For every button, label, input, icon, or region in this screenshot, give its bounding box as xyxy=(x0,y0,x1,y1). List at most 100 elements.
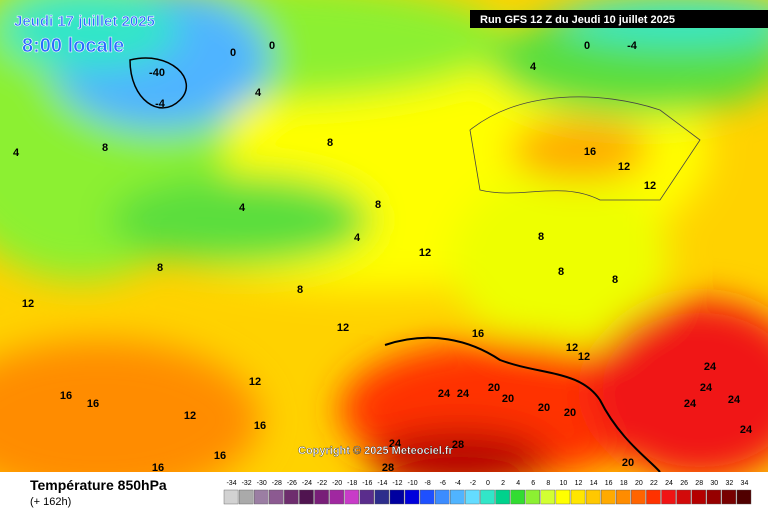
scale-swatch xyxy=(238,489,254,505)
scale-swatch xyxy=(419,489,435,505)
contour-label: 12 xyxy=(22,298,34,310)
contour-label: 24 xyxy=(684,398,697,410)
contour-label: 16 xyxy=(254,420,266,432)
scale-label: 4 xyxy=(516,480,520,487)
scale-label: -20 xyxy=(332,480,342,487)
scale-label: 22 xyxy=(650,480,658,487)
contour-label: 20 xyxy=(564,407,576,419)
contour-label: 8 xyxy=(327,137,333,149)
footer-subtitle: (+ 162h) xyxy=(30,496,71,508)
scale-swatch xyxy=(253,489,269,505)
scale-label: -18 xyxy=(347,480,357,487)
scale-label: -32 xyxy=(242,480,252,487)
scale-swatch xyxy=(616,489,631,505)
scale-label: -14 xyxy=(377,480,387,487)
scale-label: 26 xyxy=(680,480,688,487)
scale-swatch xyxy=(555,489,571,505)
scale-label: -24 xyxy=(302,480,312,487)
contour-label: 4 xyxy=(354,232,361,244)
scale-swatch xyxy=(450,489,465,505)
scale-label: 34 xyxy=(741,480,749,487)
contour-label: -4 xyxy=(627,40,638,52)
contour-label: 20 xyxy=(488,382,500,394)
scale-swatch xyxy=(389,489,405,505)
scale-swatch xyxy=(465,489,480,505)
scale-swatch xyxy=(404,489,420,505)
scale-label: -10 xyxy=(408,480,418,487)
contour-label: 12 xyxy=(419,247,431,259)
scale-label: -12 xyxy=(392,480,402,487)
scale-label: -16 xyxy=(362,480,372,487)
contour-label: 24 xyxy=(728,394,741,406)
contour-label: 16 xyxy=(60,390,72,402)
scale-label: 18 xyxy=(620,480,628,487)
contour-label: 4 xyxy=(530,61,537,73)
contour-label: 0 xyxy=(230,47,236,59)
scale-swatch xyxy=(374,489,390,505)
scale-label: -6 xyxy=(440,480,446,487)
contour-label: 4 xyxy=(255,87,262,99)
forecast-date: Jeudi 17 juillet 2025 xyxy=(14,13,155,30)
scale-label: 16 xyxy=(605,480,613,487)
scale-label: -34 xyxy=(226,480,236,487)
contour-label: 28 xyxy=(452,439,464,451)
scale-swatch xyxy=(631,489,646,505)
scale-swatch xyxy=(480,489,495,505)
contour-label: 20 xyxy=(502,393,514,405)
scale-swatch xyxy=(600,489,616,505)
contour-label: 20 xyxy=(622,457,634,469)
scale-swatch xyxy=(314,489,329,505)
scale-label: 6 xyxy=(531,480,535,487)
scale-swatch xyxy=(359,489,375,505)
contour-label: 28 xyxy=(382,462,394,474)
contour-label: 12 xyxy=(644,180,656,192)
contour-label: 12 xyxy=(184,410,196,422)
scale-swatch xyxy=(736,489,752,505)
contour-label: -40 xyxy=(149,67,165,79)
run-info: Run GFS 12 Z du Jeudi 10 juillet 2025 xyxy=(480,14,675,26)
scale-label: -26 xyxy=(287,480,297,487)
contour-label: 4 xyxy=(13,147,20,159)
contour-label: 8 xyxy=(297,284,303,296)
contour-label: 24 xyxy=(740,424,753,436)
scale-swatch xyxy=(435,489,450,505)
contour-label: 12 xyxy=(566,342,578,354)
scale-label: 2 xyxy=(501,480,505,487)
scale-swatch xyxy=(329,489,344,505)
scale-label: -2 xyxy=(470,480,476,487)
copyright: Copyright © 2025 Meteociel.fr xyxy=(298,445,454,457)
scale-swatch xyxy=(570,489,586,505)
contour-label: 12 xyxy=(249,376,261,388)
scale-swatch xyxy=(540,489,556,505)
scale-swatch xyxy=(706,489,722,505)
scale-label: -8 xyxy=(425,480,431,487)
scale-label: 14 xyxy=(590,480,598,487)
scale-swatch xyxy=(585,489,601,505)
coastline xyxy=(129,57,187,109)
scale-swatch xyxy=(721,489,737,505)
scale-swatch xyxy=(495,489,510,505)
color-scale: -34 -32 -30 -28 -26 -24 -22 -20 -18 -16 -14 -12 -10-… xyxy=(223,480,752,505)
scale-swatch xyxy=(646,489,661,505)
contour-label: 0 xyxy=(269,40,275,52)
contour-label: 12 xyxy=(578,351,590,363)
contour-label: 16 xyxy=(584,146,596,158)
contour-label: 8 xyxy=(538,231,544,243)
contour-label: 12 xyxy=(618,161,630,173)
scale-label: -4 xyxy=(455,480,461,487)
coastline xyxy=(384,336,661,473)
scale-label: 20 xyxy=(635,480,643,487)
contour-label: 16 xyxy=(214,450,226,462)
scale-label: 10 xyxy=(560,480,568,487)
contour-label: 8 xyxy=(102,142,108,154)
contour-label: 20 xyxy=(538,402,550,414)
scale-label: 28 xyxy=(695,480,703,487)
contour-label: 16 xyxy=(152,462,164,474)
contour-label: 24 xyxy=(700,382,713,394)
contour-label: 4 xyxy=(239,202,246,214)
scale-label: 30 xyxy=(710,480,718,487)
scale-label: 12 xyxy=(575,480,583,487)
